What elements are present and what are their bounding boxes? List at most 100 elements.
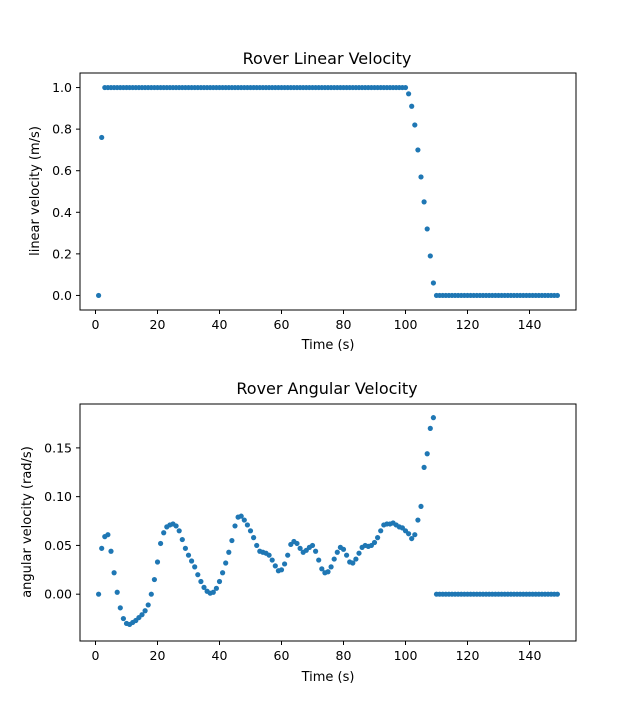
angular-velocity-point xyxy=(309,542,316,549)
angular-velocity-point xyxy=(213,585,219,591)
angular-velocity-panel: Rover Angular Velocity 0 20 40 60 80 100 120 14… xyxy=(20,379,577,685)
linear-velocity-point xyxy=(412,122,418,128)
angular-velocity-point xyxy=(282,561,288,567)
angular-velocity-point xyxy=(294,540,300,547)
linear-velocity-y-tick-label: 0.2 xyxy=(52,246,72,261)
angular-velocity-point xyxy=(139,612,145,618)
linear-velocity-y-tick-label: 0.0 xyxy=(52,288,72,303)
linear-velocity-x-ticks: 0 20 40 60 80 100 120 140 xyxy=(92,310,542,332)
angular-velocity-point xyxy=(328,564,334,570)
angular-velocity-point xyxy=(331,556,337,562)
angular-velocity-point xyxy=(266,552,272,558)
angular-velocity-point xyxy=(427,425,433,431)
linear-velocity-marks xyxy=(96,84,561,299)
angular-velocity-point xyxy=(145,602,151,608)
angular-velocity-point xyxy=(105,532,111,538)
angular-velocity-x-tick-label: 60 xyxy=(274,648,290,663)
angular-velocity-point xyxy=(269,557,275,563)
linear-velocity-x-tick-label: 40 xyxy=(212,317,228,332)
linear-velocity-x-tick-label: 0 xyxy=(92,317,100,332)
angular-velocity-point xyxy=(195,572,201,578)
linear-velocity-x-tick-label: 100 xyxy=(394,317,418,332)
angular-velocity-x-tick-label: 20 xyxy=(150,648,166,663)
angular-velocity-y-label: angular velocity (rad/s) xyxy=(20,446,35,598)
linear-velocity-y-tick-label: 0.8 xyxy=(52,122,72,137)
angular-velocity-point xyxy=(272,563,278,569)
angular-velocity-point xyxy=(151,576,157,583)
angular-velocity-point xyxy=(108,548,114,554)
angular-velocity-point xyxy=(220,570,226,576)
angular-velocity-point xyxy=(226,549,232,555)
angular-velocity-point xyxy=(356,550,362,556)
angular-velocity-point xyxy=(148,591,154,597)
angular-velocity-y-ticks: 0.00 0.05 0.10 0.15 xyxy=(44,440,80,602)
angular-velocity-point xyxy=(185,552,192,558)
linear-velocity-y-tick-label: 0.4 xyxy=(52,205,72,220)
linear-velocity-point xyxy=(415,147,421,153)
angular-velocity-point xyxy=(232,523,238,529)
angular-velocity-point xyxy=(371,539,378,546)
angular-velocity-y-tick-label: 0.10 xyxy=(44,489,72,504)
angular-velocity-x-tick-label: 140 xyxy=(518,648,542,663)
angular-velocity-point xyxy=(99,545,105,551)
angular-velocity-point xyxy=(350,560,356,566)
angular-velocity-point xyxy=(319,566,325,572)
angular-velocity-x-tick-label: 40 xyxy=(212,648,228,663)
angular-velocity-point xyxy=(179,536,185,543)
angular-velocity-point xyxy=(316,557,322,563)
angular-velocity-point xyxy=(114,589,120,595)
angular-velocity-point xyxy=(285,552,291,558)
linear-velocity-point xyxy=(554,292,561,299)
angular-velocity-point xyxy=(278,567,285,573)
angular-velocity-point xyxy=(244,522,250,528)
angular-velocity-point xyxy=(375,535,381,541)
angular-velocity-y-tick-label: 0.15 xyxy=(44,440,72,455)
angular-velocity-point xyxy=(424,451,430,457)
angular-velocity-point xyxy=(111,570,117,576)
angular-velocity-point xyxy=(415,517,421,523)
linear-velocity-point xyxy=(427,253,433,259)
angular-velocity-point xyxy=(241,517,247,523)
angular-velocity-frame xyxy=(79,403,577,642)
angular-velocity-point xyxy=(117,605,123,611)
angular-velocity-point xyxy=(406,531,412,537)
linear-velocity-y-ticks: 0.0 0.2 0.4 0.6 0.8 1.0 xyxy=(52,80,80,303)
linear-velocity-title: Rover Linear Velocity xyxy=(243,49,412,68)
linear-velocity-frame xyxy=(79,72,577,311)
angular-velocity-point xyxy=(325,569,331,575)
linear-velocity-x-tick-label: 140 xyxy=(518,317,542,332)
angular-velocity-x-tick-label: 80 xyxy=(336,648,352,663)
linear-velocity-y-tick-label: 1.0 xyxy=(52,80,72,95)
angular-velocity-point xyxy=(247,528,254,534)
linear-velocity-x-label: Time (s) xyxy=(301,338,355,353)
angular-velocity-point xyxy=(142,608,148,614)
angular-velocity-point xyxy=(158,540,164,547)
angular-velocity-point xyxy=(340,546,347,552)
angular-velocity-point xyxy=(176,528,182,534)
linear-velocity-point xyxy=(430,280,436,286)
angular-velocity-point xyxy=(120,615,126,622)
angular-velocity-point xyxy=(554,591,561,597)
angular-velocity-point xyxy=(344,552,350,558)
linear-velocity-x-tick-label: 60 xyxy=(274,317,290,332)
angular-velocity-point xyxy=(353,556,359,562)
angular-velocity-point xyxy=(198,578,204,585)
angular-velocity-point xyxy=(189,558,195,564)
angular-velocity-point xyxy=(210,589,216,595)
angular-velocity-point xyxy=(313,548,319,554)
linear-velocity-point xyxy=(421,199,427,205)
angular-velocity-point xyxy=(297,545,303,551)
angular-velocity-point xyxy=(173,523,179,529)
angular-velocity-point xyxy=(430,415,436,421)
linear-velocity-point xyxy=(406,91,412,97)
angular-velocity-point xyxy=(96,591,102,597)
linear-velocity-x-tick-label: 80 xyxy=(336,317,352,332)
angular-velocity-point xyxy=(161,530,167,536)
linear-velocity-y-tick-label: 0.6 xyxy=(52,163,72,178)
angular-velocity-point xyxy=(254,542,260,549)
angular-velocity-point xyxy=(334,549,340,555)
angular-velocity-title: Rover Angular Velocity xyxy=(236,379,417,398)
angular-velocity-point xyxy=(418,503,424,510)
linear-velocity-point xyxy=(409,103,415,109)
